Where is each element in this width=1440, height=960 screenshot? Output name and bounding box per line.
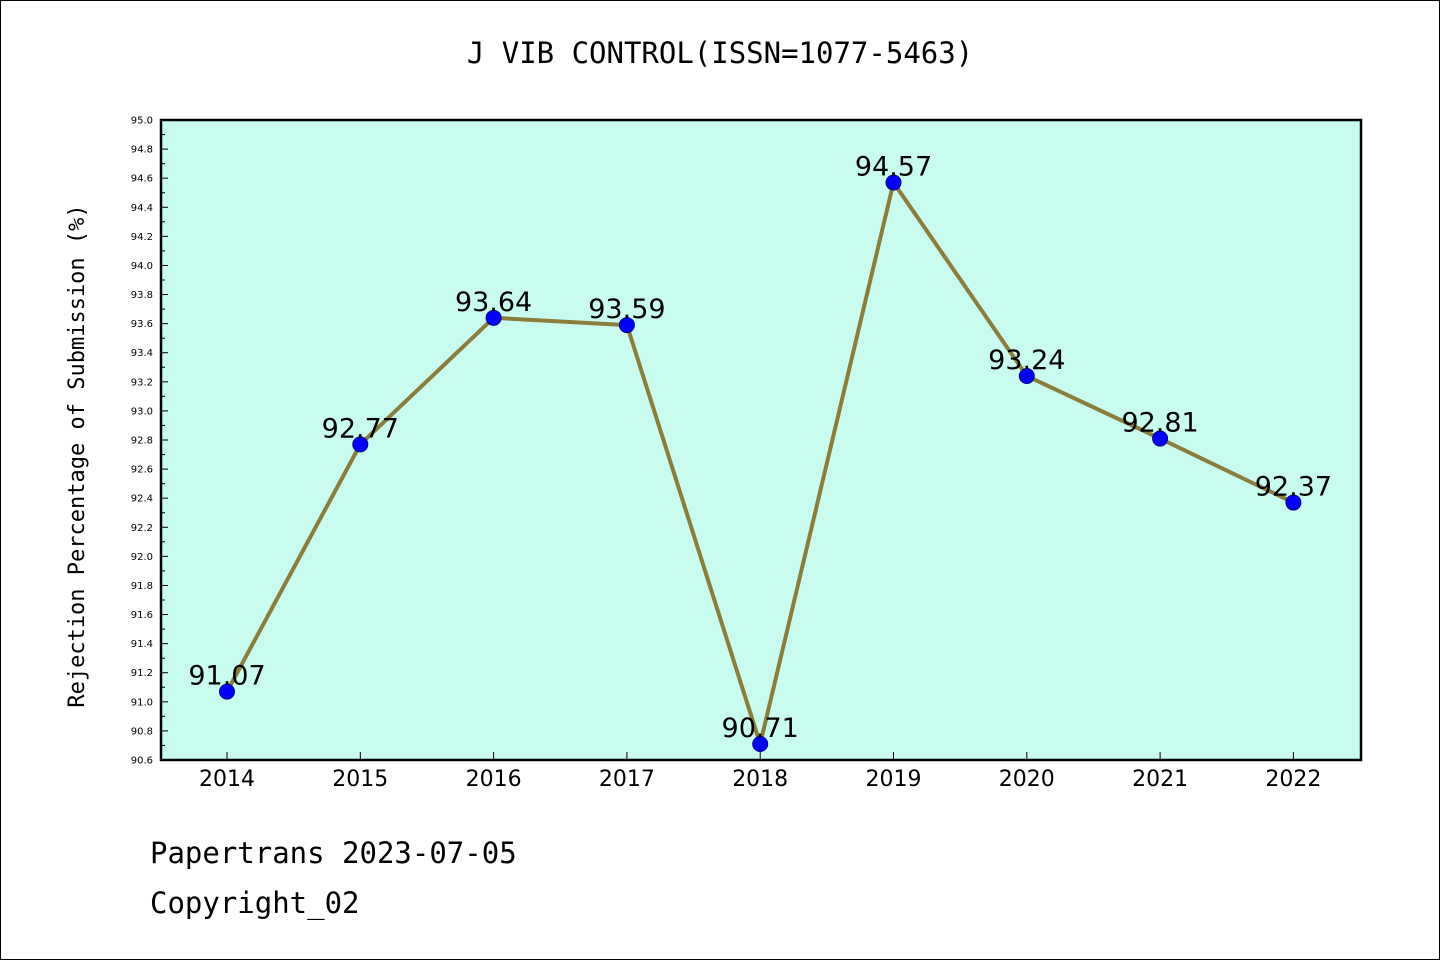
x-tick-label: 2018: [732, 767, 788, 792]
data-label: 93.59: [588, 294, 665, 325]
data-label: 92.37: [1255, 472, 1332, 503]
y-tick-label: 90.8: [131, 726, 153, 737]
y-tick-label: 94.2: [131, 232, 153, 243]
y-tick-label: 94.0: [131, 261, 153, 272]
data-point: [1285, 494, 1302, 511]
x-tick-label: 2016: [466, 767, 522, 792]
y-tick-label: 93.2: [131, 377, 153, 388]
data-point: [1018, 368, 1035, 384]
x-tick-label: 2020: [999, 767, 1055, 792]
data-point: [618, 317, 635, 334]
footer-copyright-text: Copyright_02: [150, 886, 360, 920]
y-tick-label: 90.6: [131, 756, 153, 767]
y-tick-label: 91.0: [131, 697, 153, 708]
y-tick-label: 95.0: [131, 116, 153, 127]
y-tick-label: 94.4: [131, 203, 153, 214]
data-label: 92.81: [1121, 408, 1198, 439]
y-axis-title: Rejection Percentage of Submission (%): [65, 204, 90, 707]
x-tick-label: 2017: [599, 767, 655, 792]
data-label: 92.77: [322, 413, 399, 444]
data-point: [219, 683, 235, 700]
y-tick-label: 93.6: [131, 319, 153, 330]
y-tick-label: 92.0: [131, 552, 153, 563]
y-tick-label: 92.6: [131, 465, 153, 476]
y-tick-label: 92.2: [131, 523, 153, 534]
y-tick-label: 94.8: [131, 145, 153, 156]
y-tick-label: 91.4: [131, 639, 153, 650]
y-tick-label: 91.8: [131, 581, 153, 592]
y-tick-label: 93.0: [131, 406, 153, 417]
x-tick-label: 2015: [332, 767, 388, 792]
chart-title: J VIB CONTROL(ISSN=1077-5463): [466, 36, 974, 70]
data-label: 93.24: [988, 345, 1065, 376]
data-point: [885, 174, 902, 191]
data-label: 90.71: [722, 713, 799, 744]
footer-date-text: Papertrans 2023-07-05: [150, 836, 517, 870]
y-tick-label: 92.8: [131, 436, 153, 447]
x-tick-label: 2022: [1265, 767, 1321, 792]
data-label: 91.07: [188, 661, 265, 692]
y-tick-label: 94.6: [131, 174, 153, 185]
data-label: 93.64: [455, 287, 532, 318]
y-tick-label: 93.4: [131, 348, 153, 359]
series-line-group: 91.07 92.77 93.64 93.59 90.71 94.57 93.24 92.81…: [188, 152, 1332, 752]
y-tick-label: 93.8: [131, 290, 153, 301]
y-axis-ticks: 90.6 90.8 91.0 91.2 91.4 91.6 91.8 92.0 92.2 92.4…: [131, 116, 168, 767]
y-tick-label: 91.6: [131, 610, 153, 621]
x-tick-label: 2014: [199, 767, 255, 792]
data-point: [485, 309, 502, 326]
data-point: [352, 436, 369, 453]
data-label: 94.57: [855, 152, 932, 183]
x-axis-ticks: 2014 2015 2016 2017 2018 2019 2020 2021 2022: [199, 752, 1321, 792]
x-tick-label: 2019: [866, 767, 922, 792]
data-point: [752, 736, 769, 752]
y-tick-label: 91.2: [131, 668, 153, 679]
x-tick-label: 2021: [1132, 767, 1188, 792]
y-tick-label: 92.4: [131, 494, 153, 505]
data-point: [1152, 430, 1169, 447]
